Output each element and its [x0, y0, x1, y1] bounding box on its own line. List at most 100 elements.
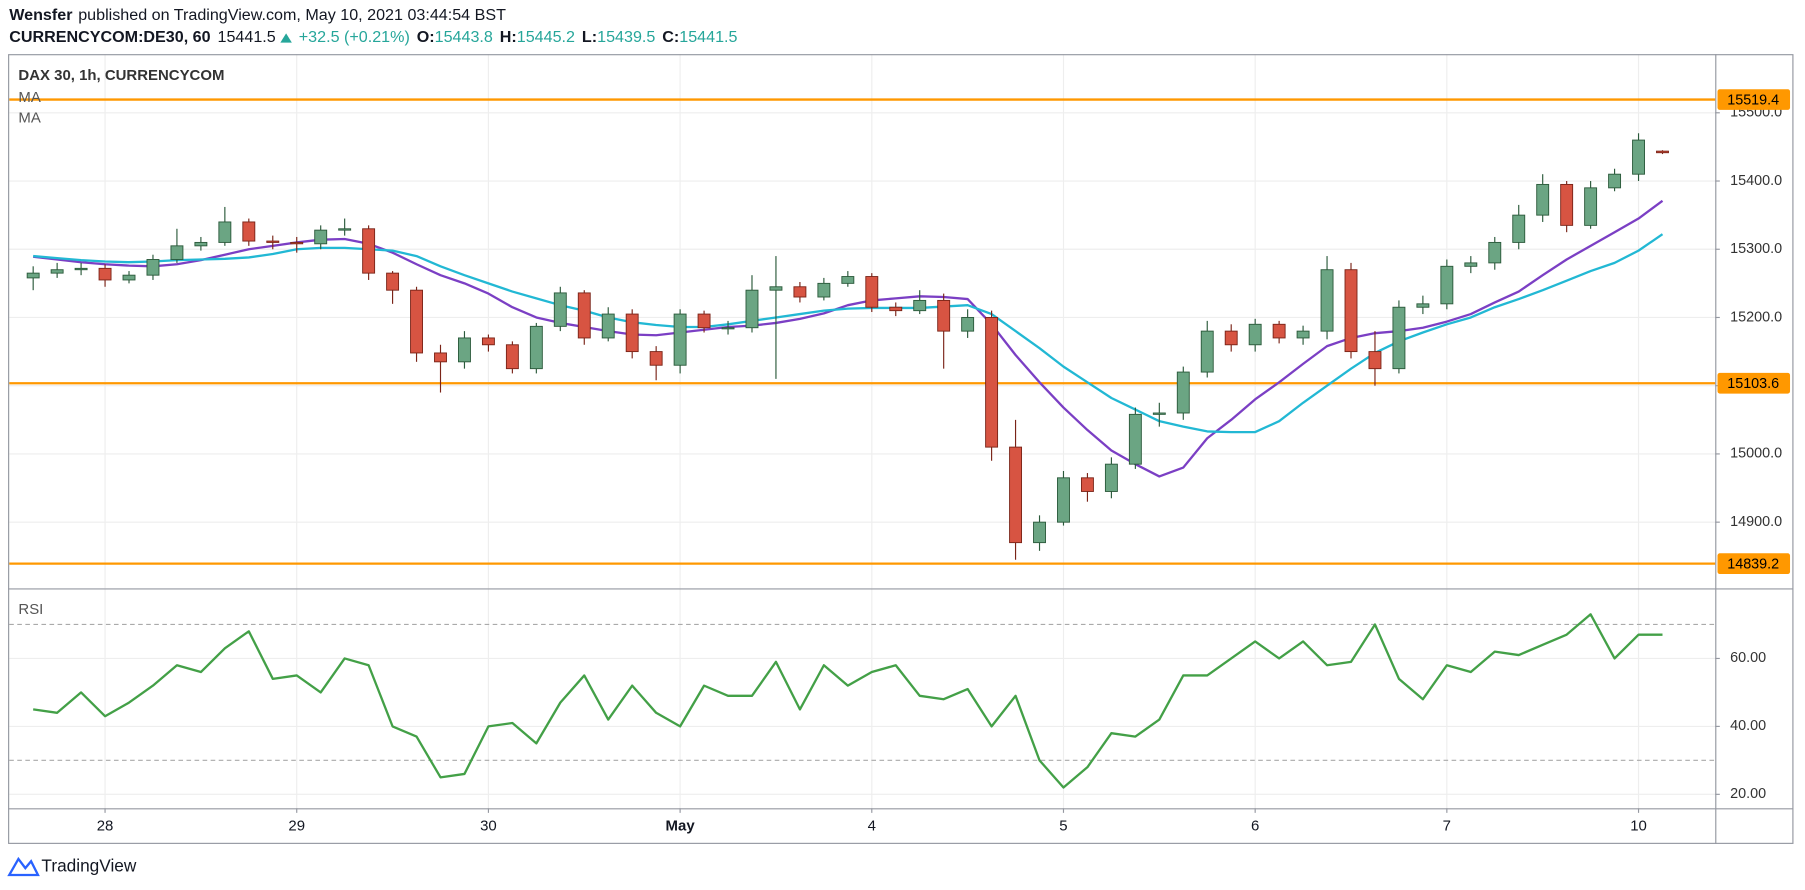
- candle-body: [1584, 187, 1598, 226]
- series-line: [33, 233, 1664, 434]
- y-tick-label: 40.00: [1730, 718, 1766, 734]
- ohlc-label: O:: [417, 28, 435, 46]
- chart-frame: [8, 54, 1794, 844]
- candle-body: [673, 313, 687, 366]
- candle-body: [1440, 265, 1454, 305]
- candle-body: [505, 344, 519, 370]
- candle-body: [1512, 214, 1526, 243]
- level-label: 14839.2: [1727, 557, 1779, 573]
- series-line: [33, 613, 1663, 789]
- y-tick-label: 14900.0: [1730, 514, 1782, 530]
- candle-body: [170, 245, 184, 260]
- x-tick-label: 10: [1630, 818, 1647, 835]
- candle-body: [865, 276, 879, 308]
- candle-body: [410, 289, 423, 354]
- candle-body: [841, 276, 855, 284]
- candle-body: [937, 299, 951, 332]
- author: Wensfer: [9, 6, 73, 24]
- candle-body: [1344, 269, 1358, 353]
- candle-body: [793, 286, 807, 298]
- logo-icon: [7, 856, 40, 877]
- candle-body: [817, 282, 831, 298]
- ohlc-label: C:: [662, 28, 679, 46]
- candle-body: [1632, 139, 1645, 175]
- candle-body: [1224, 330, 1238, 346]
- y-tick-label: 60.00: [1730, 650, 1766, 666]
- level-label: 15103.6: [1727, 376, 1779, 392]
- x-tick-label: 29: [288, 818, 305, 835]
- candle-body: [1488, 241, 1502, 264]
- y-tick-label: 15300.0: [1730, 241, 1782, 257]
- published-info: published on TradingView.com, May 10, 20…: [78, 6, 506, 24]
- candle-body: [1009, 446, 1023, 544]
- change: +32.5 (+0.21%): [299, 28, 410, 46]
- y-tick-label: 20.00: [1730, 786, 1766, 802]
- level-label-box: [1717, 89, 1791, 110]
- candle-body: [218, 221, 232, 243]
- x-tick-label: 28: [97, 818, 114, 835]
- candle-body: [290, 241, 304, 245]
- candle-body: [769, 286, 783, 291]
- candle-body: [242, 221, 256, 242]
- grid: [9, 54, 1716, 809]
- candle-body: [434, 352, 447, 363]
- x-tick-label: 6: [1251, 818, 1259, 835]
- symbol: CURRENCYCOM:DE30, 60: [9, 28, 210, 46]
- candle-body: [1128, 413, 1142, 465]
- candle-body: [1248, 323, 1262, 346]
- candle-body: [1296, 330, 1310, 339]
- candle-body: [745, 289, 759, 329]
- x-tick-label: May: [666, 818, 696, 835]
- level-label-box: [1717, 372, 1791, 394]
- candle-body: [1416, 303, 1430, 308]
- legend-entry: MA: [18, 110, 40, 127]
- ohlc-value: 15443.8: [435, 28, 493, 46]
- candle-body: [1608, 173, 1622, 189]
- indicator-label: RSI: [18, 601, 43, 618]
- x-tick-label: 30: [480, 818, 497, 835]
- candle-body: [1536, 183, 1550, 216]
- candle-body: [1033, 521, 1046, 544]
- candle-body: [122, 274, 136, 281]
- candle-body: [913, 299, 927, 312]
- candle-body: [98, 267, 112, 281]
- series-line: [33, 199, 1664, 478]
- ohlc-label: H:: [500, 28, 517, 46]
- ohlc-value: 15441.5: [679, 28, 737, 46]
- candle-body: [26, 272, 40, 279]
- candle-body: [721, 327, 735, 330]
- candle-body: [1656, 150, 1669, 154]
- chart-title: DAX 30, 1h, CURRENCYCOM: [18, 67, 224, 84]
- axes: 282930May45671014900.015000.015100.01520…: [97, 89, 1791, 835]
- candle-body: [961, 317, 975, 332]
- x-tick-label: 4: [868, 818, 876, 835]
- candle-body: [1392, 306, 1406, 370]
- y-tick-label: 15400.0: [1730, 173, 1782, 189]
- candle-body: [146, 259, 160, 276]
- candle-body: [889, 306, 903, 312]
- candle-body: [529, 325, 543, 370]
- candle-body: [1560, 183, 1574, 226]
- ohlc-label: L:: [582, 28, 597, 46]
- candle-body: [1176, 371, 1190, 414]
- candle-body: [1080, 477, 1094, 492]
- legend-entry: MA: [18, 89, 40, 106]
- candle-body: [625, 313, 639, 353]
- candle-body: [553, 292, 567, 327]
- candle-body: [194, 241, 208, 247]
- candle-body: [362, 228, 376, 274]
- candle-body: [481, 337, 495, 346]
- x-tick-label: 5: [1059, 818, 1067, 835]
- frame: [8, 54, 1794, 844]
- candle-body: [50, 269, 64, 274]
- candle-body: [1368, 351, 1382, 370]
- ohlc-value: 15445.2: [517, 28, 575, 46]
- candle-body: [601, 313, 615, 339]
- candle-body: [1272, 323, 1286, 339]
- candle-body: [458, 337, 471, 363]
- candle-body: [74, 267, 88, 271]
- candle-body: [649, 351, 663, 366]
- candle-body: [386, 272, 400, 291]
